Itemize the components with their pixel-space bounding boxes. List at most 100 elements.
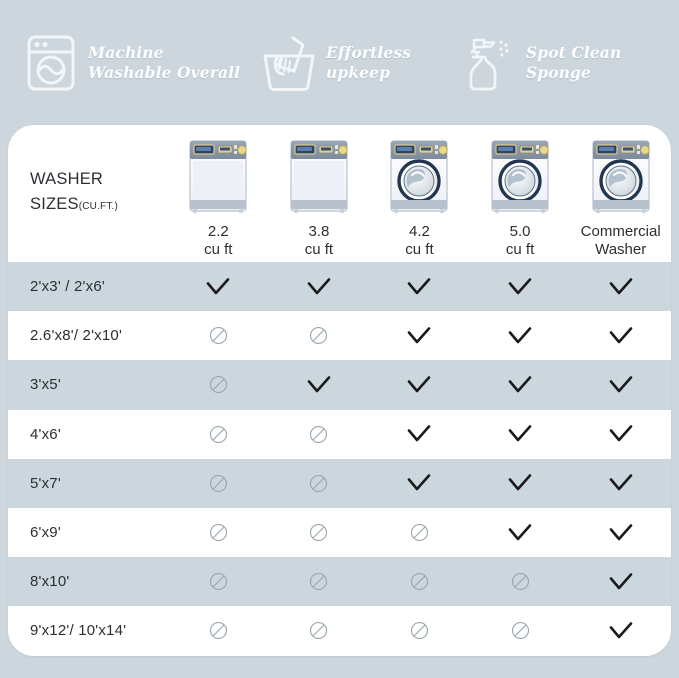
washer-label-line-1: 3.8 <box>308 223 330 240</box>
compat-cell-4-0 <box>168 473 269 493</box>
top-load-washer-icon <box>184 137 252 219</box>
checkmark-icon <box>406 424 432 444</box>
compat-cell-5-0 <box>168 523 269 543</box>
row-cells <box>168 424 671 444</box>
washer-label-line-1: Commercial <box>580 223 661 240</box>
checkmark-icon <box>507 326 533 346</box>
compat-cell-7-0 <box>168 621 269 641</box>
compat-cell-1-2 <box>369 326 470 346</box>
compat-cell-0-3 <box>470 277 571 297</box>
prohibited-icon <box>209 621 228 640</box>
feature-effortless-upkeep: Effortless upkeep <box>260 32 460 94</box>
checkmark-icon <box>507 523 533 543</box>
prohibited-icon <box>209 523 228 542</box>
feature-line-2: upkeep <box>326 62 391 82</box>
washer-column-0: 2.2 cu ft <box>168 125 269 258</box>
compat-cell-0-4 <box>570 277 671 297</box>
compat-cell-0-2 <box>369 277 470 297</box>
checkmark-icon <box>406 277 432 297</box>
compat-cell-1-4 <box>570 326 671 346</box>
washer-label-line-2: cu ft <box>304 240 334 258</box>
feature-machine-washable: Machine Washable Overall <box>22 32 260 94</box>
compat-cell-0-1 <box>269 277 370 297</box>
feature-label: Effortless upkeep <box>326 43 411 82</box>
checkmark-icon <box>507 473 533 493</box>
compat-cell-7-1 <box>269 621 370 641</box>
washer-column-2: 4.2 cu ft <box>369 125 470 258</box>
table-row: 3'x5' <box>8 360 671 410</box>
feature-line-1: Machine <box>88 43 164 63</box>
feature-label: Spot Clean Sponge <box>526 43 621 82</box>
checkmark-icon <box>608 473 634 493</box>
comparison-table-card: WASHER SIZES(CU.FT.) <box>8 125 671 656</box>
washer-label-line-2: cu ft <box>405 240 434 258</box>
compat-cell-3-4 <box>570 424 671 444</box>
table-row: 8'x10' <box>8 557 671 607</box>
checkmark-icon <box>608 523 634 543</box>
compat-cell-2-4 <box>570 375 671 395</box>
front-load-washer-icon <box>587 137 655 219</box>
washer-column-headers: 2.2 cu ft <box>168 125 671 258</box>
checkmark-icon <box>608 621 634 641</box>
washer-column-label: 3.8 cu ft <box>305 223 333 258</box>
feature-line-1: Effortless <box>326 43 412 63</box>
row-cells <box>168 277 671 297</box>
row-cells <box>168 523 671 543</box>
table-title-line-1: WASHER <box>30 170 104 188</box>
row-cells <box>168 375 671 395</box>
rug-size-label: 8'x10' <box>30 573 70 591</box>
table-row: 4'x6' <box>8 409 671 459</box>
compat-cell-6-4 <box>570 572 671 592</box>
prohibited-icon <box>511 621 530 640</box>
compat-cell-7-3 <box>470 621 571 641</box>
row-cells <box>168 621 671 641</box>
washer-column-label: 2.2 cu ft <box>204 223 232 258</box>
prohibited-icon <box>309 326 328 345</box>
compat-cell-6-1 <box>269 572 370 592</box>
rug-size-label: 6'x9' <box>30 524 61 542</box>
checkmark-icon <box>205 277 231 297</box>
prohibited-icon <box>410 621 429 640</box>
checkmark-icon <box>406 473 432 493</box>
compat-cell-0-0 <box>168 277 269 297</box>
rug-size-label: 2.6'x8'/ 2'x10' <box>30 327 123 345</box>
rug-size-label: 3'x5' <box>30 376 61 394</box>
feature-line-2: Sponge <box>526 62 591 82</box>
prohibited-icon <box>309 425 328 444</box>
compat-cell-7-2 <box>369 621 470 641</box>
washer-column-4: Commercial Washer <box>570 125 671 258</box>
washer-label-line-2: Washer <box>595 240 647 258</box>
feature-line-1: Spot Clean <box>526 43 622 63</box>
table-row: 2'x3' / 2'x6' <box>8 262 671 312</box>
feature-bar: Machine Washable Overall Effortless upke… <box>0 0 679 125</box>
table-row: 5'x7' <box>8 458 671 508</box>
feature-label: Machine Washable Overall <box>88 43 240 82</box>
compat-cell-4-4 <box>570 473 671 493</box>
washer-label-line-2: cu ft <box>505 240 535 258</box>
compat-cell-2-0 <box>168 375 269 395</box>
compat-cell-2-3 <box>470 375 571 395</box>
checkmark-icon <box>608 326 634 346</box>
table-title: WASHER SIZES(CU.FT.) <box>8 125 168 217</box>
prohibited-icon <box>209 375 228 394</box>
compat-cell-3-0 <box>168 424 269 444</box>
compat-cell-6-2 <box>369 572 470 592</box>
compat-cell-1-3 <box>470 326 571 346</box>
prohibited-icon <box>309 621 328 640</box>
rug-size-label: 4'x6' <box>30 425 61 443</box>
table-title-unit: (CU.FT.) <box>78 200 119 212</box>
compat-cell-6-0 <box>168 572 269 592</box>
compat-cell-1-0 <box>168 326 269 346</box>
table-row: 2.6'x8'/ 2'x10' <box>8 311 671 361</box>
washer-label-line-1: 5.0 <box>509 223 531 240</box>
washer-column-3: 5.0 cu ft <box>470 125 571 258</box>
washer-label-line-1: 4.2 <box>409 223 430 240</box>
checkmark-icon <box>507 375 533 395</box>
compat-cell-2-1 <box>269 375 370 395</box>
row-cells <box>168 473 671 493</box>
compat-cell-3-2 <box>369 424 470 444</box>
compat-cell-5-4 <box>570 523 671 543</box>
checkmark-icon <box>507 277 533 297</box>
table-body: 2'x3' / 2'x6' 2.6'x8'/ 2'x10' 3'x5' 4'x6' 5'… <box>8 262 671 656</box>
compat-cell-6-3 <box>470 572 571 592</box>
